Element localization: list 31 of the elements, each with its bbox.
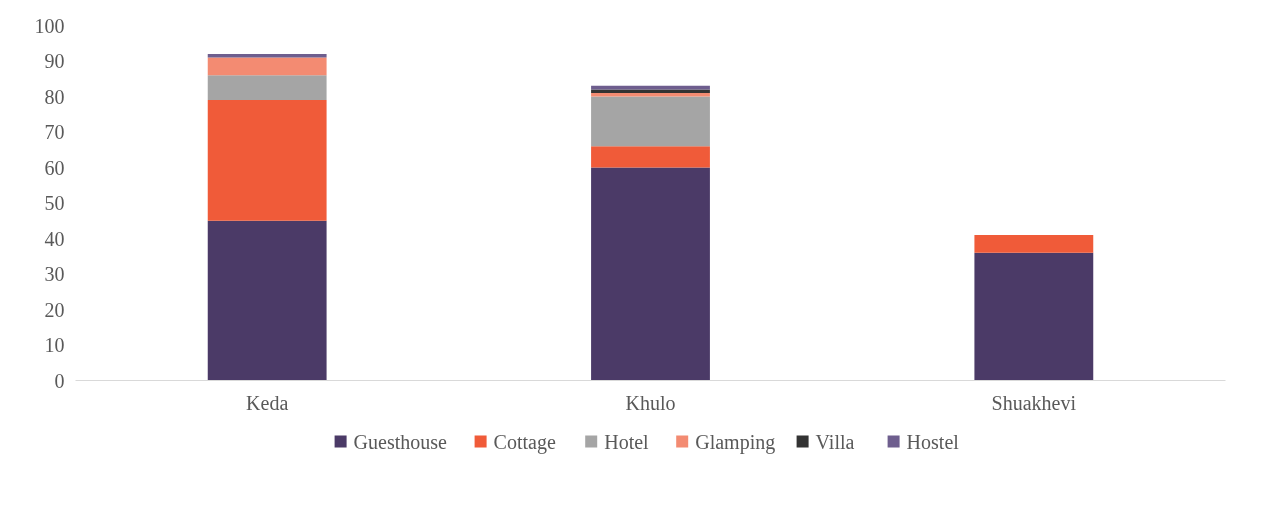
bar: [207, 220, 327, 381]
legend-label: Guesthouse: [353, 430, 448, 453]
bar: [591, 96, 710, 147]
legend-label: Villa: [815, 430, 855, 453]
y-tick-label: 10: [44, 334, 65, 356]
y-tick-label: 0: [54, 369, 65, 392]
bar: [974, 252, 1094, 381]
legend-label: Glamping: [695, 430, 776, 454]
bar: [591, 92, 710, 97]
legend-label: Hotel: [604, 430, 650, 453]
bar: [207, 100, 327, 221]
y-tick-label: 60: [44, 156, 65, 179]
bar: [591, 89, 710, 93]
legend-label: Cottage: [493, 430, 556, 454]
x-tick-label: Khulo: [625, 391, 676, 414]
y-tick-label: 50: [44, 192, 65, 214]
y-tick-label: 70: [44, 121, 65, 143]
y-tick-label: 40: [44, 227, 65, 250]
legend-label: Hostel: [906, 430, 960, 453]
bar: [207, 57, 327, 76]
bar: [207, 75, 327, 101]
y-tick-label: 30: [44, 263, 65, 285]
y-tick-label: 100: [34, 14, 65, 37]
y-tick-label: 20: [44, 298, 65, 321]
bar: [591, 146, 710, 168]
y-tick-label: 80: [44, 85, 65, 108]
bar: [974, 234, 1094, 253]
x-tick-label: Keda: [246, 391, 289, 414]
x-tick-label: Shuakhevi: [991, 391, 1077, 414]
bar: [591, 167, 710, 381]
y-tick-label: 90: [44, 50, 65, 72]
